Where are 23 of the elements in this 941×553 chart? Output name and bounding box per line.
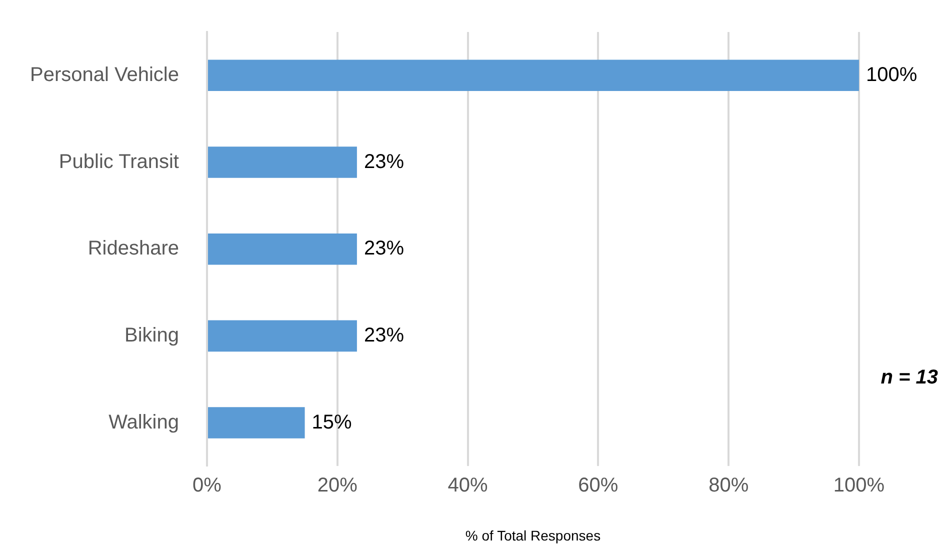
x-tick-label: 0% [192, 474, 222, 497]
x-tick-label: 60% [578, 474, 618, 497]
data-label: 15% [312, 411, 352, 434]
y-tick-label: Personal Vehicle [30, 64, 179, 86]
y-tick-label: Walking [108, 411, 179, 434]
bar [208, 407, 305, 438]
data-label: 23% [364, 150, 404, 173]
y-tick-label: Rideshare [88, 238, 179, 260]
text: n = 13 [880, 366, 938, 389]
data-label: 100% [866, 64, 918, 86]
data-label: 23% [364, 324, 404, 346]
bar [208, 60, 859, 92]
x-tick-label: 20% [317, 474, 358, 497]
data-label: 23% [364, 238, 404, 260]
bar [208, 320, 357, 352]
x-tick-label: 100% [833, 474, 885, 497]
x-axis-title: % of Total Responses [465, 527, 601, 544]
x-tick-label: 80% [708, 474, 749, 497]
x-tick-label: 40% [448, 474, 488, 497]
y-tick-label: Public Transit [58, 150, 180, 173]
bar [208, 146, 357, 178]
bar [208, 233, 357, 265]
y-tick-label: Biking [124, 324, 179, 346]
